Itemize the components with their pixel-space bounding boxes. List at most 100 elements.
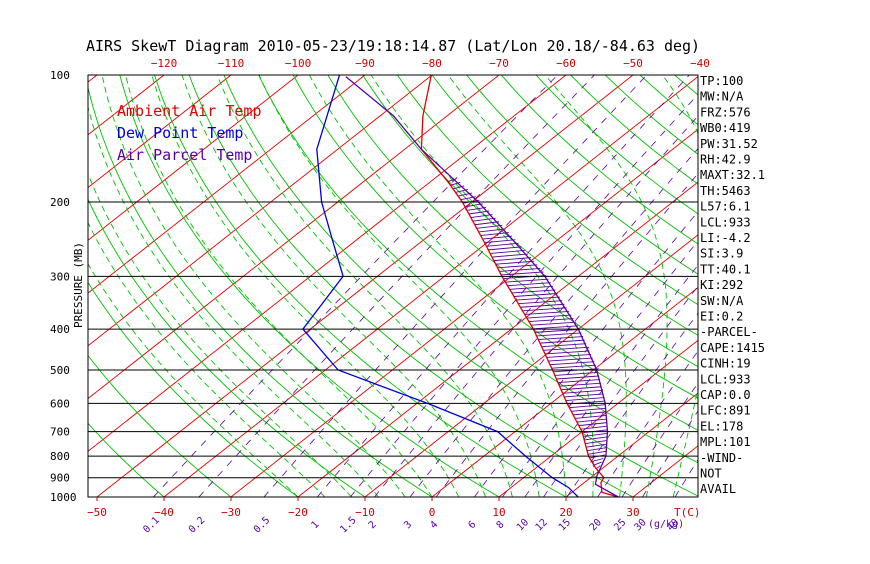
cape-hatch-line — [531, 321, 576, 326]
moist-adiabat-line — [88, 172, 352, 497]
cape-hatch-line — [561, 386, 602, 391]
isotherm-line — [88, 75, 500, 400]
cape-hatch-line — [516, 296, 560, 301]
top-temp-tick-label: −40 — [690, 57, 710, 70]
isotherm-line — [96, 75, 634, 497]
cape-hatch-line — [546, 354, 592, 358]
cape-hatch-line — [482, 235, 513, 240]
moist-adiabat-line — [216, 75, 513, 497]
bottom-temp-tick-label: −20 — [288, 506, 308, 519]
dry-adiabat-line — [466, 75, 698, 275]
mixing-ratio-line — [374, 115, 698, 497]
cape-hatch-line — [548, 357, 593, 362]
mixing-ratio-label: 8 — [495, 519, 507, 531]
isotherm-line — [88, 75, 366, 294]
cape-hatch-line — [513, 293, 558, 297]
cape-hatch-line — [505, 278, 549, 283]
mixing-ratio-line — [263, 75, 648, 497]
mixing-ratio-label: 1 — [309, 519, 321, 531]
cape-hatch-line — [478, 228, 506, 233]
index-item: SI:3.9 — [700, 247, 743, 261]
cape-hatch-line — [574, 415, 607, 419]
index-item: LCL:933 — [700, 215, 751, 229]
cape-hatch-line — [593, 461, 602, 466]
index-item: SW:N/A — [700, 294, 744, 308]
cape-hatch-line — [596, 465, 601, 470]
pressure-tick-label: 700 — [50, 426, 70, 439]
dry-adiabat-line — [813, 75, 870, 497]
cape-hatch-line — [587, 450, 607, 455]
dry-adiabat-line — [327, 75, 698, 399]
cape-hatch-line — [450, 181, 461, 186]
mixing-ratio-line — [198, 75, 595, 497]
index-item: CINH:19 — [700, 357, 751, 371]
top-temp-tick-label: −80 — [422, 57, 442, 70]
index-item: PW:31.52 — [700, 137, 758, 151]
mixing-ratio-label: 20 — [588, 517, 604, 533]
cape-hatch-line — [491, 253, 528, 258]
mixing-ratio-label: 6 — [467, 519, 479, 531]
dry-adiabat-line — [188, 75, 634, 497]
isotherm-line — [88, 75, 232, 189]
cape-hatch-line — [569, 404, 606, 409]
index-item: KI:292 — [700, 278, 743, 292]
pressure-tick-label: 100 — [50, 69, 70, 82]
mixing-ratio-label: 12 — [534, 517, 550, 533]
cape-hatch-line — [551, 364, 596, 369]
bottom-temp-tick-label: 20 — [559, 506, 572, 519]
bottom-temp-tick-label: −40 — [154, 506, 174, 519]
index-item: MAXT:32.1 — [700, 168, 765, 182]
moist-adiabat-line — [544, 75, 668, 497]
cape-hatch-line — [544, 350, 590, 355]
dry-adiabat-line — [88, 85, 433, 497]
pressure-tick-label: 900 — [50, 472, 70, 485]
dry-adiabat-line — [223, 75, 698, 497]
moist-adiabat-line — [181, 75, 487, 497]
moist-adiabat-line — [88, 262, 299, 497]
series-line — [302, 75, 579, 497]
cape-hatch-line — [534, 328, 580, 333]
dry-adiabat-line — [292, 75, 698, 431]
cape-hatch-line — [565, 397, 605, 401]
index-item: TT:40.1 — [700, 262, 751, 276]
isotherm-line — [498, 339, 698, 497]
index-item: NOT — [700, 467, 722, 481]
mixing-ratio-label: 0.5 — [252, 515, 273, 536]
index-item: RH:42.9 — [700, 153, 751, 167]
mixing-ratio-label: 30 — [632, 517, 648, 533]
index-item: EL:178 — [700, 419, 743, 433]
mixing-ratio-line — [524, 264, 698, 497]
bottom-temp-tick-label: 10 — [492, 506, 505, 519]
mixing-ratio-label: 10 — [515, 517, 531, 533]
pressure-tick-label: 600 — [50, 397, 70, 410]
cape-hatch-line — [591, 458, 604, 462]
cape-hatch-line — [539, 339, 585, 344]
moist-adiabat-line — [662, 75, 698, 497]
mixing-ratio-label: 2 — [367, 519, 379, 531]
dry-adiabat-line — [362, 75, 698, 368]
isotherm-line — [163, 76, 698, 497]
dry-adiabat-line — [88, 422, 165, 497]
index-item: -WIND- — [700, 451, 743, 465]
dry-adiabat-line — [119, 75, 500, 497]
isotherm-line — [0, 75, 30, 497]
cape-hatch-line — [585, 440, 607, 445]
dry-adiabat-line — [570, 75, 698, 185]
mixing-ratio-line — [674, 458, 698, 497]
pressure-tick-label: 300 — [50, 270, 70, 283]
legend-entry: Ambient Air Temp — [117, 102, 262, 120]
plot-frame — [87, 74, 699, 498]
y-axis-label: PRESSURE (MB) — [72, 242, 85, 328]
grid-layer — [0, 75, 870, 497]
cape-hatch-line — [557, 379, 600, 384]
mixing-ratio-line — [409, 148, 698, 497]
moist-adiabat-line — [101, 75, 406, 497]
cape-hatch-line — [511, 289, 556, 294]
cape-hatch-line — [533, 325, 579, 330]
cape-hatch-line — [549, 361, 595, 366]
mixing-ratio-line — [349, 93, 698, 497]
bottom-temp-tick-label: −50 — [87, 506, 107, 519]
moist-adiabat-line — [88, 105, 379, 497]
cape-hatch-line — [538, 336, 584, 340]
